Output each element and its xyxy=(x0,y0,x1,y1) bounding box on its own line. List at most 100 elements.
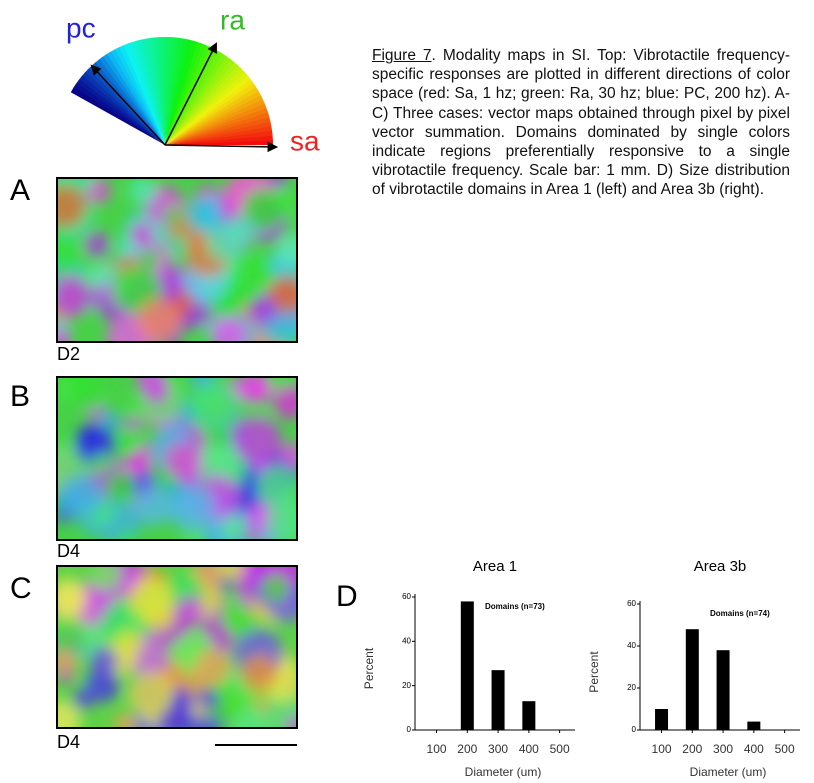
x-tick-label: 200 xyxy=(682,742,702,756)
y-tick-label: 0 xyxy=(632,725,637,734)
bar xyxy=(655,709,668,730)
map-blob xyxy=(267,499,312,544)
map-blob xyxy=(222,517,247,542)
wheel-label: sa xyxy=(290,125,320,156)
map-blob xyxy=(90,591,111,612)
map-blob xyxy=(129,577,174,622)
bar xyxy=(492,670,505,730)
wheel-label: pc xyxy=(66,12,96,43)
bar xyxy=(461,601,474,730)
wheel-label: ra xyxy=(220,4,245,35)
map-blob xyxy=(164,442,201,479)
x-tick-label: 300 xyxy=(713,742,733,756)
y-tick-label: 0 xyxy=(407,725,412,734)
map-blob xyxy=(74,381,105,412)
y-tick-label: 40 xyxy=(402,636,411,645)
map-blob xyxy=(43,185,86,228)
vector-map xyxy=(40,364,312,560)
map-blob xyxy=(226,215,256,245)
bar xyxy=(717,650,730,730)
map-blob xyxy=(90,262,114,286)
map-blob xyxy=(273,385,308,420)
x-tick-label: 500 xyxy=(550,742,570,756)
map-blob xyxy=(52,650,76,674)
x-axis-label: Diameter (um) xyxy=(465,765,542,779)
annotation: Domains (n=73) xyxy=(485,602,545,611)
map-blob xyxy=(89,646,119,676)
x-tick-label: 200 xyxy=(457,742,477,756)
y-tick-label: 20 xyxy=(627,683,636,692)
panel-letter: A xyxy=(10,174,30,207)
map-blob xyxy=(249,298,276,325)
figure-number: Figure 7 xyxy=(372,47,432,64)
caption: Figure 7. Modality maps in SI. Top: Vibr… xyxy=(372,46,790,200)
map-blob xyxy=(46,237,82,273)
map-blob xyxy=(135,364,165,394)
annotation: Domains (n=74) xyxy=(710,609,770,618)
x-tick-label: 400 xyxy=(744,742,764,756)
map-blob xyxy=(92,454,112,474)
map-blob xyxy=(199,689,218,708)
chart-title: Area 1 xyxy=(473,558,517,575)
map-blob xyxy=(84,231,110,257)
y-axis-label: Percent xyxy=(587,651,601,693)
y-tick-label: 60 xyxy=(627,599,636,608)
panel-label: D4 xyxy=(57,732,80,752)
map-blob xyxy=(177,595,205,623)
bar xyxy=(522,701,535,730)
arrow xyxy=(165,145,276,147)
caption-text: . Modality maps in SI. Top: Vibrotactile… xyxy=(372,47,790,198)
y-tick-label: 20 xyxy=(402,681,411,690)
x-tick-label: 100 xyxy=(652,742,672,756)
y-tick-label: 60 xyxy=(402,592,411,601)
map-blob xyxy=(53,278,92,317)
map-blob xyxy=(163,206,181,224)
x-tick-label: 500 xyxy=(775,742,795,756)
map-blob xyxy=(76,424,108,456)
map-blob xyxy=(114,713,137,736)
map-blob xyxy=(135,486,174,525)
map-blob xyxy=(238,370,270,402)
bar xyxy=(686,629,699,730)
map-blob xyxy=(127,401,144,418)
figure: pc ra sa A D2 B D4 C D4 D Area 1 Domains … xyxy=(0,0,814,783)
map-blob xyxy=(140,249,160,269)
map-blob xyxy=(48,617,85,654)
map-blob xyxy=(130,223,153,246)
x-axis-label: Diameter (um) xyxy=(690,765,767,779)
x-tick-label: 400 xyxy=(519,742,539,756)
map-blob xyxy=(49,586,83,620)
panel-label: D2 xyxy=(57,344,80,364)
map-blob xyxy=(211,402,227,418)
panel-label: D4 xyxy=(57,541,80,561)
map-blob xyxy=(211,317,247,353)
x-tick-label: 100 xyxy=(427,742,447,756)
map-blob xyxy=(129,177,157,205)
map-blob xyxy=(233,416,282,465)
chart-title: Area 3b xyxy=(694,558,747,575)
vector-map xyxy=(36,545,311,745)
map-blob xyxy=(120,429,143,452)
panel-letter: C xyxy=(10,572,32,605)
map-blob xyxy=(240,655,278,693)
map-blob xyxy=(73,688,94,709)
map-blob xyxy=(116,629,143,656)
panel-letter: B xyxy=(10,380,30,413)
map-blob xyxy=(63,475,104,516)
color-wheel xyxy=(71,37,273,145)
vector-map xyxy=(34,155,311,366)
y-axis-label: Percent xyxy=(362,647,376,689)
bar xyxy=(747,722,760,730)
map-blob xyxy=(137,298,181,342)
map-blob xyxy=(280,442,306,468)
panel-letter: D xyxy=(336,580,358,613)
x-tick-label: 300 xyxy=(488,742,508,756)
map-blob xyxy=(91,560,121,590)
map-blob xyxy=(129,673,174,718)
map-blob xyxy=(135,456,152,473)
map-blob xyxy=(277,233,311,267)
map-blob xyxy=(262,574,290,602)
map-blob xyxy=(169,485,216,532)
y-tick-label: 40 xyxy=(627,641,636,650)
